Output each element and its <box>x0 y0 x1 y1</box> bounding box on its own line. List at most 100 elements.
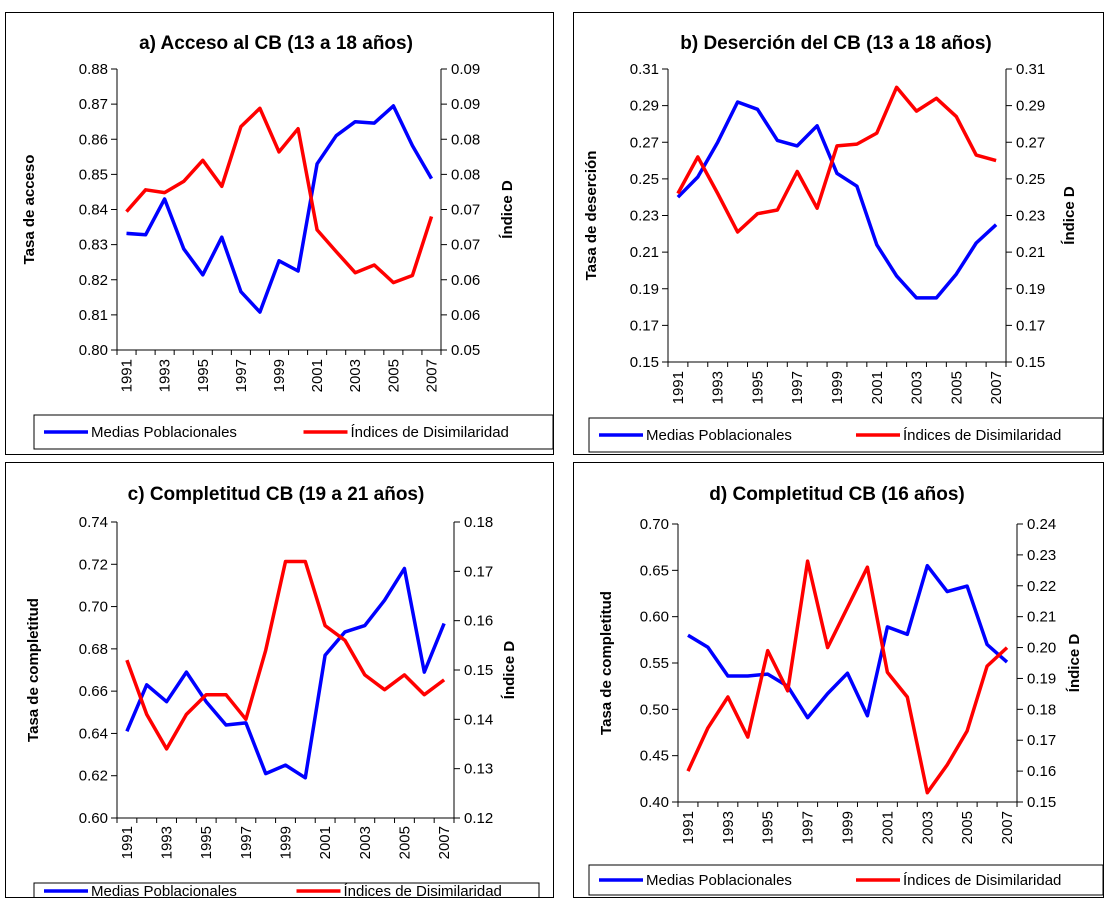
y-tick-label: 0.88 <box>79 61 108 78</box>
legend-box <box>588 417 1103 453</box>
series-line-medias <box>125 566 446 780</box>
x-tick-label: 1991 <box>670 371 687 404</box>
y-tick-label: 0.15 <box>630 354 659 371</box>
y-tick-label: 0.60 <box>79 810 108 827</box>
chart-title: a) Acceso al CB (13 a 18 años) <box>139 33 413 54</box>
y2-tick-label: 0.20 <box>1027 640 1056 657</box>
y2-tick-label: 0.07 <box>451 202 480 219</box>
legend-label-medias: Medias Poblacionales <box>646 427 792 444</box>
y2-tick-label: 0.12 <box>464 810 493 827</box>
x-tick-label: 2005 <box>396 826 413 859</box>
chart-c: c) Completitud CB (19 a 21 años) 0.60 0.62… <box>25 484 540 897</box>
x-tick-label: 2007 <box>436 826 453 859</box>
x-tick-label: 2003 <box>919 811 936 844</box>
y-tick-label: 0.68 <box>79 641 108 658</box>
y-tick-label: 0.21 <box>630 244 659 261</box>
y2-tick-label: 0.22 <box>1027 578 1056 595</box>
legend-label-indices: Índices de Disimilaridad <box>344 883 502 897</box>
x-tick-label: 1993 <box>710 371 727 404</box>
y-axis-label: Tasa de completitud <box>25 598 42 742</box>
y-tick-label: 0.31 <box>630 61 659 78</box>
y2-tick-label: 0.31 <box>1016 61 1045 78</box>
y-tick-label: 0.23 <box>630 208 659 225</box>
x-tick-label: 1995 <box>760 811 777 844</box>
y2-tick-label: 0.23 <box>1027 547 1056 564</box>
legend: Medias Poblacionales Índices de Disimilar… <box>588 864 1103 896</box>
x-tick-label: 2001 <box>879 811 896 844</box>
x-tick-label: 2003 <box>347 359 364 392</box>
x-tick-label: 1997 <box>800 811 817 844</box>
x-tick-label: 2001 <box>869 371 886 404</box>
series-line-indices <box>676 85 997 234</box>
x-tick-label: 2001 <box>309 359 326 392</box>
x-tick-label: 1999 <box>271 359 288 392</box>
y-tick-label: 0.70 <box>79 599 108 616</box>
y2-tick-label: 0.13 <box>464 761 493 778</box>
series-line-medias <box>676 100 998 300</box>
x-tick-label: 1997 <box>233 359 250 392</box>
y-tick-label: 0.64 <box>79 725 108 742</box>
y2-tick-label: 0.18 <box>464 514 493 531</box>
series-line-medias <box>687 563 1009 720</box>
y2-tick-label: 0.24 <box>1027 516 1056 533</box>
y2-tick-label: 0.18 <box>1027 701 1056 718</box>
axes <box>662 68 1012 367</box>
y-tick-label: 0.65 <box>640 562 669 579</box>
y2-tick-label: 0.05 <box>451 342 480 359</box>
y2-tick-label: 0.09 <box>451 96 480 113</box>
y2-tick-label: 0.15 <box>1016 354 1045 371</box>
x-tick-label: 2003 <box>357 826 374 859</box>
axes <box>111 521 460 823</box>
legend-box <box>588 864 1103 896</box>
y-tick-label: 0.86 <box>79 131 108 148</box>
chart-d: d) Completitud CB (16 años) 0.40 0.45 0.50 0… <box>588 484 1103 896</box>
y2-tick-label: 0.19 <box>1027 670 1056 687</box>
y-tick-label: 0.85 <box>79 166 108 183</box>
x-tick-label: 1995 <box>198 826 215 859</box>
y-axis-label: Tasa de completitud <box>598 591 615 735</box>
y2-tick-label: 0.23 <box>1016 208 1045 225</box>
y2-axis-label: Índice D <box>1061 186 1078 245</box>
axes <box>672 523 1023 807</box>
y2-tick-label: 0.15 <box>1027 794 1056 811</box>
y2-tick-label: 0.16 <box>1027 763 1056 780</box>
x-tick-label: 2003 <box>909 371 926 404</box>
x-tick-label: 1999 <box>278 826 295 859</box>
chart-panel-d: d) Completitud CB (16 años) 0.40 0.45 0.50 0… <box>573 462 1104 898</box>
y2-tick-label: 0.17 <box>1016 317 1045 334</box>
y-tick-label: 0.25 <box>630 171 659 188</box>
series-line-indices <box>686 559 1009 795</box>
y-tick-label: 0.62 <box>79 768 108 785</box>
x-tick-label: 2005 <box>385 359 402 392</box>
series-line-indices <box>125 559 446 751</box>
y-tick-label: 0.29 <box>630 98 659 115</box>
x-tick-label: 2007 <box>988 371 1005 404</box>
x-tick-label: 1991 <box>119 826 136 859</box>
y2-tick-label: 0.19 <box>1016 281 1045 298</box>
y2-tick-label: 0.27 <box>1016 134 1045 151</box>
chart-panel-c: c) Completitud CB (19 a 21 años) 0.60 0.62… <box>5 462 554 898</box>
y-axis-label: Tasa de deserción <box>583 151 600 281</box>
y-tick-label: 0.82 <box>79 272 108 289</box>
legend-box <box>33 882 540 897</box>
y2-tick-label: 0.08 <box>451 131 480 148</box>
chart-panel-a: a) Acceso al CB (13 a 18 años) 0.80 0.81 0.… <box>5 12 554 455</box>
y2-tick-label: 0.09 <box>451 61 480 78</box>
y2-tick-label: 0.14 <box>464 711 493 728</box>
x-tick-label: 1991 <box>119 359 136 392</box>
x-tick-label: 1999 <box>829 371 846 404</box>
y2-tick-label: 0.17 <box>464 563 493 580</box>
y-tick-label: 0.70 <box>640 516 669 533</box>
chart-title: d) Completitud CB (16 años) <box>709 484 964 505</box>
chart-title: b) Deserción del CB (13 a 18 años) <box>680 33 992 54</box>
y2-tick-label: 0.06 <box>451 307 480 324</box>
legend: Medias Poblacionales Índices de Disimilar… <box>33 414 553 450</box>
series-line-indices <box>125 106 434 285</box>
x-tick-label: 1995 <box>749 371 766 404</box>
y-tick-label: 0.80 <box>79 342 108 359</box>
legend-label-indices: Índices de Disimilaridad <box>351 424 509 441</box>
y2-tick-label: 0.08 <box>451 166 480 183</box>
y-tick-label: 0.66 <box>79 683 108 700</box>
x-tick-label: 2005 <box>948 371 965 404</box>
y-tick-label: 0.27 <box>630 134 659 151</box>
